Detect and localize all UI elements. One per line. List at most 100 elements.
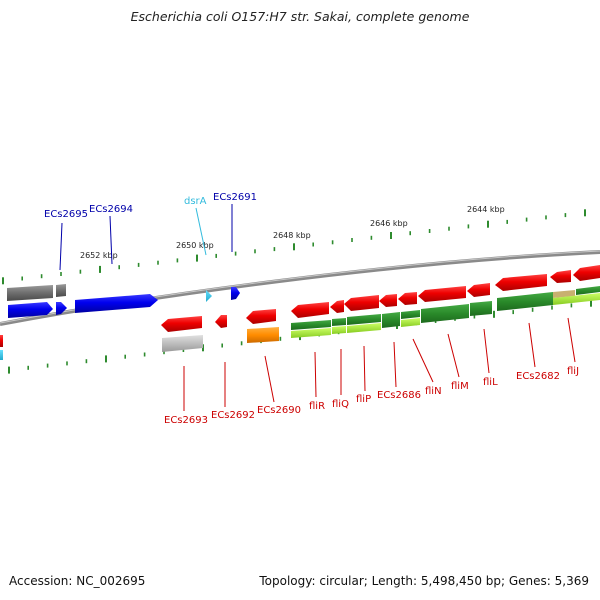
kbp-label-2646: 2646 kbp [370, 219, 408, 228]
gene-label-flin[interactable]: fliN [425, 386, 442, 397]
gene-ecs2690-cds[interactable] [247, 327, 279, 343]
outer-tick [176, 258, 179, 263]
gene-ecs2693-rev[interactable] [161, 316, 202, 332]
leader-line [528, 322, 536, 368]
gene-label-flir[interactable]: fliR [309, 401, 325, 412]
outer-tick [254, 249, 256, 254]
gene-ecs2695-pseudo[interactable] [7, 285, 53, 301]
inner-tick [124, 354, 126, 359]
cds-ecs2686[interactable] [382, 312, 400, 328]
gene-edge-cyan[interactable] [0, 350, 3, 360]
kbp-label-2644: 2644 kbp [467, 205, 505, 214]
outer-tick [584, 209, 586, 217]
gene-ecs2682-arrow[interactable] [495, 274, 547, 291]
gene-fliq-arrow[interactable] [330, 300, 344, 313]
outer-tick [60, 272, 62, 276]
gene-label-ecs2682[interactable]: ECs2682 [516, 371, 560, 382]
gene-label-ecs2695[interactable]: ECs2695 [44, 209, 88, 220]
gene-ecs2694-arrow[interactable] [56, 302, 67, 315]
inner-tick [66, 361, 68, 366]
outer-tick [118, 265, 120, 270]
gene-ecs2693-fwd[interactable] [75, 294, 158, 313]
genome-backbone-highlight [0, 250, 600, 324]
inner-tick [473, 314, 476, 319]
inner-tick [570, 303, 573, 308]
leader-line [363, 345, 366, 392]
inner-tick [493, 310, 495, 318]
gene-label-flip[interactable]: fliP [356, 394, 371, 405]
gene-ecs2693-pseudo[interactable] [162, 335, 203, 352]
gene-label-ecs2692[interactable]: ECs2692 [211, 410, 255, 421]
gene-label-ecs2694[interactable]: ECs2694 [89, 204, 133, 215]
gene-ecs2692-arrow[interactable] [215, 315, 227, 328]
gene-flin-arrow[interactable] [398, 292, 417, 305]
outer-tick [157, 260, 159, 265]
gene-flip-arrow[interactable] [344, 295, 379, 311]
leader-line [264, 355, 275, 403]
cds-fliq[interactable] [332, 318, 346, 326]
outer-tick [564, 213, 567, 218]
gene-ecs2690-arrow[interactable] [246, 309, 276, 324]
cds-flir[interactable] [291, 320, 331, 330]
gene-label-dsra[interactable]: dsrA [184, 196, 207, 207]
inner-tick [27, 365, 29, 370]
gene-flij-arrow[interactable] [550, 270, 571, 283]
inner-tick [279, 336, 282, 341]
gene-ecs2691-arrow[interactable] [231, 287, 240, 300]
cds-ecs2682[interactable] [497, 292, 553, 311]
genome-title: Escherichia coli O157:H7 str. Sakai, com… [130, 9, 470, 24]
cds-flil[interactable] [470, 301, 492, 316]
cds-flii[interactable] [576, 286, 600, 295]
gene-ecs2686-arrow[interactable] [379, 294, 397, 307]
outer-tick [351, 238, 353, 242]
inner-tick [8, 366, 10, 374]
gene-label-flij[interactable]: fliJ [567, 366, 579, 377]
outer-tick [312, 242, 314, 247]
outer-tick [273, 247, 276, 252]
gene-edge-red[interactable] [0, 335, 3, 347]
outer-tick [2, 277, 4, 285]
gene-dsra-arrow[interactable] [206, 290, 212, 302]
gene-flir-arrow[interactable] [291, 302, 329, 318]
gene-label-ecs2686[interactable]: ECs2686 [377, 390, 421, 401]
outer-tick [137, 262, 140, 267]
gene-label-ecs2693[interactable]: ECs2693 [164, 415, 208, 426]
outer-tick [21, 276, 23, 281]
cds-flin[interactable] [401, 310, 420, 319]
inner-tick [163, 350, 165, 355]
gene-flil-arrow[interactable] [467, 283, 490, 297]
gene-flim-arrow[interactable] [418, 286, 466, 302]
cds-fliq-light[interactable] [332, 326, 346, 334]
cds-flir-light[interactable] [291, 328, 331, 338]
inner-tick [105, 355, 107, 363]
gene-label-ecs2691[interactable]: ECs2691 [213, 192, 257, 203]
outer-tick [467, 224, 470, 229]
outer-tick [370, 235, 373, 240]
inner-tick [85, 359, 88, 364]
outer-tick [196, 254, 198, 262]
cds-ecs2682-tan[interactable] [553, 290, 575, 298]
gene-label-ecs2690[interactable]: ECs2690 [257, 405, 301, 416]
gene-ecs2695-arrow[interactable] [8, 302, 53, 318]
gene-flii-arrow[interactable] [573, 265, 600, 281]
cds-flin-light[interactable] [401, 318, 420, 327]
cds-flip[interactable] [347, 314, 381, 325]
leader-line [567, 317, 576, 363]
kbp-label-2648: 2648 kbp [273, 231, 311, 240]
gene-label-flil[interactable]: fliL [483, 377, 498, 388]
inner-tick [143, 352, 146, 357]
cds-fliji[interactable] [553, 293, 600, 305]
inner-tick [590, 299, 592, 307]
gene-label-fliq[interactable]: fliQ [332, 399, 349, 410]
inner-tick [551, 305, 553, 310]
outer-tick [234, 251, 237, 256]
gene-label-flim[interactable]: fliM [451, 381, 469, 392]
cds-flim[interactable] [421, 304, 469, 323]
outer-tick [487, 220, 489, 228]
outer-tick [215, 253, 217, 258]
cds-flip-light[interactable] [347, 323, 381, 333]
gene-ecs2694-pseudo[interactable] [56, 284, 66, 297]
outer-tick [99, 265, 101, 273]
genome-stats: Topology: circular; Length: 5,498,450 bp… [259, 574, 589, 588]
